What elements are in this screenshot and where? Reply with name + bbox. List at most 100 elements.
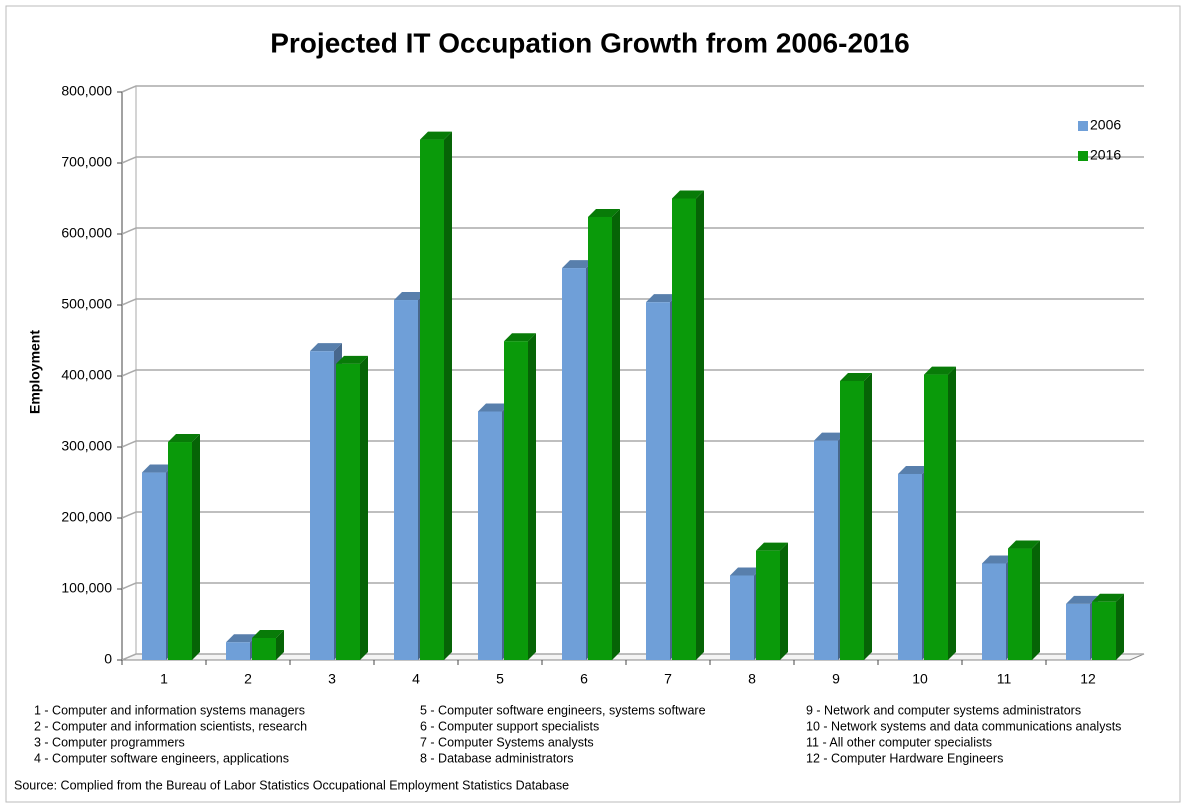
note: 9 - Network and computer systems adminis… bbox=[806, 703, 1081, 717]
bar-top bbox=[924, 366, 956, 375]
bar bbox=[504, 341, 528, 660]
bar-side bbox=[528, 333, 536, 660]
bar-top bbox=[336, 355, 368, 364]
y-tick-label: 800,000 bbox=[61, 83, 112, 99]
note: 10 - Network systems and data communicat… bbox=[806, 719, 1121, 733]
bar-top bbox=[730, 567, 762, 576]
bar-top bbox=[504, 333, 536, 342]
bar bbox=[982, 563, 1006, 660]
note: 2 - Computer and information scientists,… bbox=[34, 719, 307, 733]
bar-side bbox=[948, 366, 956, 660]
bar bbox=[1066, 603, 1090, 660]
bar bbox=[646, 302, 670, 660]
bar-top bbox=[982, 555, 1014, 564]
bar-top bbox=[226, 634, 258, 643]
x-tick-label: 10 bbox=[912, 671, 928, 687]
grid-line bbox=[121, 582, 1144, 590]
bar bbox=[252, 637, 276, 660]
bar bbox=[814, 440, 838, 660]
bar bbox=[840, 380, 864, 660]
x-tick-label: 12 bbox=[1080, 671, 1096, 687]
bar-top bbox=[252, 629, 284, 638]
note: 11 - All other computer specialists bbox=[806, 735, 992, 749]
x-tick-label: 9 bbox=[832, 671, 840, 687]
legend-label: 2016 bbox=[1090, 147, 1121, 163]
bar-top bbox=[756, 542, 788, 551]
bar bbox=[730, 575, 754, 660]
grid-line bbox=[121, 156, 1144, 164]
bar bbox=[562, 268, 586, 660]
bar-top bbox=[1008, 540, 1040, 549]
bar bbox=[310, 351, 334, 660]
bar bbox=[924, 374, 948, 660]
bar bbox=[478, 411, 502, 660]
y-tick-label: 500,000 bbox=[61, 296, 112, 312]
grid-line bbox=[121, 440, 1144, 448]
bar-side bbox=[612, 208, 620, 660]
note: 5 - Computer software engineers, systems… bbox=[420, 703, 706, 717]
bar-side bbox=[864, 372, 872, 660]
bar bbox=[1092, 601, 1116, 660]
note: 7 - Computer Systems analysts bbox=[420, 735, 594, 749]
y-tick-label: 200,000 bbox=[61, 509, 112, 525]
bar bbox=[672, 198, 696, 660]
source: Source: Complied from the Bureau of Labo… bbox=[14, 778, 569, 792]
grid-line bbox=[121, 511, 1144, 519]
bar-side bbox=[444, 131, 452, 660]
bar bbox=[394, 300, 418, 660]
y-tick-label: 400,000 bbox=[61, 367, 112, 383]
bar-top bbox=[562, 260, 594, 269]
bar-top bbox=[142, 464, 174, 473]
note: 8 - Database administrators bbox=[420, 751, 574, 765]
grid-line bbox=[121, 85, 1144, 93]
bar-top bbox=[310, 343, 342, 352]
bar bbox=[420, 139, 444, 660]
grid-line bbox=[121, 369, 1144, 377]
x-tick-label: 6 bbox=[580, 671, 588, 687]
x-tick-label: 3 bbox=[328, 671, 336, 687]
legend-swatch bbox=[1078, 151, 1088, 161]
y-tick-label: 100,000 bbox=[61, 580, 112, 596]
x-tick-label: 2 bbox=[244, 671, 252, 687]
bar-side bbox=[360, 355, 368, 660]
bar-side bbox=[696, 190, 704, 660]
note: 12 - Computer Hardware Engineers bbox=[806, 751, 1003, 765]
bar bbox=[756, 550, 780, 660]
bar-top bbox=[1092, 593, 1124, 602]
x-tick-label: 4 bbox=[412, 671, 420, 687]
note: 4 - Computer software engineers, applica… bbox=[34, 751, 289, 765]
x-tick-label: 5 bbox=[496, 671, 504, 687]
bar-top bbox=[420, 131, 452, 140]
bar bbox=[898, 473, 922, 660]
y-tick-label: 0 bbox=[104, 651, 112, 667]
legend-swatch bbox=[1078, 121, 1088, 131]
grid-line bbox=[121, 227, 1144, 235]
bar bbox=[142, 472, 166, 660]
bar-top bbox=[814, 432, 846, 441]
note: 1 - Computer and information systems man… bbox=[34, 703, 305, 717]
y-tick-label: 300,000 bbox=[61, 438, 112, 454]
x-tick-label: 1 bbox=[160, 671, 168, 687]
bar-top bbox=[840, 372, 872, 381]
bar-top bbox=[1066, 595, 1098, 604]
bar bbox=[588, 216, 612, 660]
bar-side bbox=[192, 434, 200, 660]
grid-line bbox=[121, 653, 1144, 661]
grid-line bbox=[121, 298, 1144, 306]
note: 3 - Computer programmers bbox=[34, 735, 185, 749]
y-tick-label: 600,000 bbox=[61, 225, 112, 241]
bar-top bbox=[588, 208, 620, 217]
bar bbox=[226, 642, 250, 660]
x-tick-label: 11 bbox=[997, 671, 1012, 687]
bar-top bbox=[672, 190, 704, 199]
bar-side bbox=[1032, 540, 1040, 660]
bar-top bbox=[168, 434, 200, 443]
bar bbox=[336, 363, 360, 660]
legend-label: 2006 bbox=[1090, 117, 1121, 133]
bar bbox=[168, 442, 192, 660]
bar-top bbox=[646, 294, 678, 303]
bar-side bbox=[276, 629, 284, 660]
bar-side bbox=[780, 542, 788, 660]
y-axis-label: Employment bbox=[27, 330, 43, 414]
